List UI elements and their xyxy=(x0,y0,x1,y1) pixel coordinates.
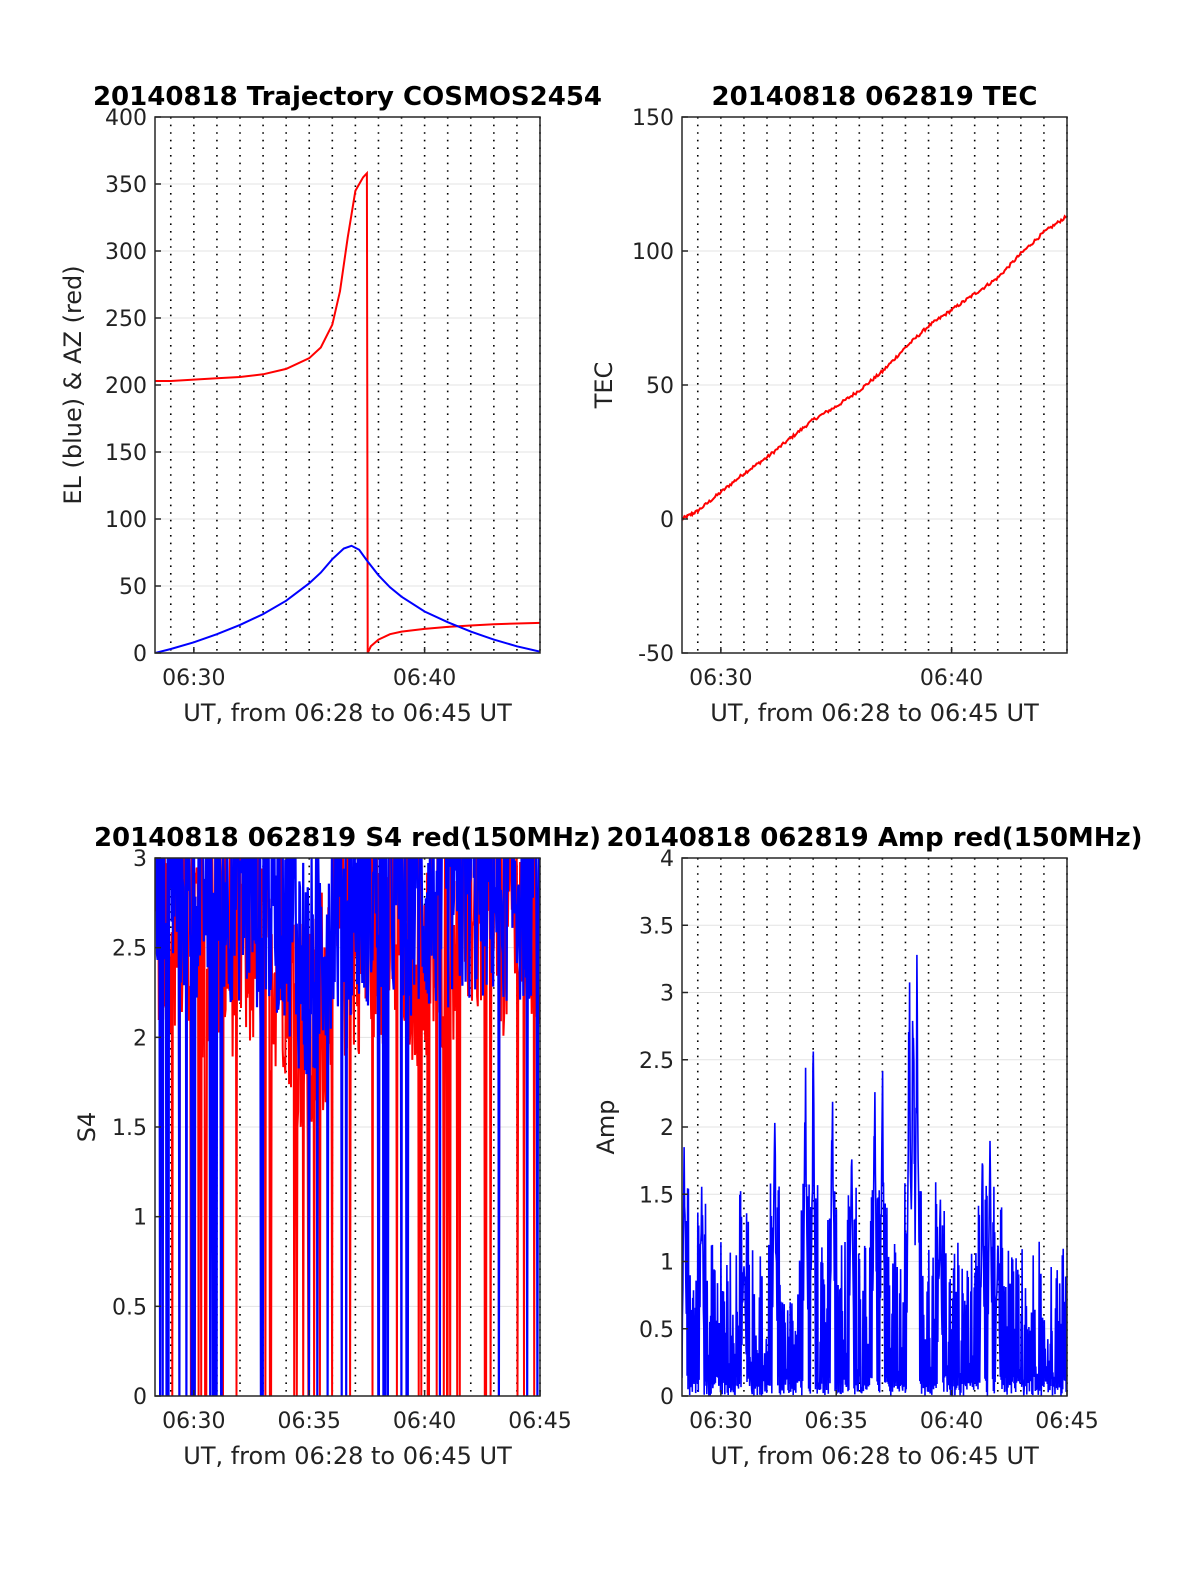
y-tick-label: 200 xyxy=(105,374,147,399)
panel-s4: 0 0.5 1 1.5 2 2.5 3 06:30 06:35 06:40 06:45 2014081… xyxy=(73,823,601,1470)
chart-title: 20140818 062819 S4 red(150MHz) xyxy=(94,823,601,853)
x-tick-label: 06:30 xyxy=(689,1409,752,1434)
plot-area-s4 xyxy=(155,858,540,1396)
y-tick-label: 0.5 xyxy=(112,1295,147,1320)
x-tick-label: 06:45 xyxy=(508,1409,571,1434)
plot-area-trajectory xyxy=(155,170,540,653)
chart-title: 20140818 062819 TEC xyxy=(712,82,1038,112)
y-tick-label: 0 xyxy=(133,642,147,667)
y-tick-label: 50 xyxy=(119,575,147,600)
panel-tec: -50 0 50 100 150 06:30 06:40 20140818 062819 TE… xyxy=(590,82,1068,727)
x-tick-label: 06:40 xyxy=(393,666,456,691)
y-tick-label: -50 xyxy=(638,642,674,667)
y-tick-label: 3 xyxy=(133,847,147,872)
y-tick-label: 3.5 xyxy=(639,914,674,939)
plot-area-tec xyxy=(682,214,1067,521)
x-tick-label: 06:40 xyxy=(920,1409,983,1434)
series-trajectory-0 xyxy=(155,170,540,653)
y-tick-label: 300 xyxy=(105,240,147,265)
x-axis-label: UT, from 06:28 to 06:45 UT xyxy=(183,699,512,727)
x-tick-label: 06:35 xyxy=(805,1409,868,1434)
y-tick-label: 150 xyxy=(105,441,147,466)
y-tick-label: 2 xyxy=(660,1116,674,1141)
plot-area-amp xyxy=(682,954,1067,1396)
y-tick-label: 2.5 xyxy=(112,937,147,962)
y-tick-label: 4 xyxy=(660,847,674,872)
y-tick-label: 2.5 xyxy=(639,1049,674,1074)
x-tick-label: 06:45 xyxy=(1035,1409,1098,1434)
y-tick-label: 400 xyxy=(105,106,147,131)
x-tick-label: 06:30 xyxy=(162,1409,225,1434)
y-axis-label: Amp xyxy=(592,1099,620,1154)
y-tick-label: 0.5 xyxy=(639,1318,674,1343)
x-tick-label: 06:30 xyxy=(162,666,225,691)
y-tick-label: 50 xyxy=(646,374,674,399)
y-tick-label: 250 xyxy=(105,307,147,332)
y-tick-label: 100 xyxy=(105,508,147,533)
panel-amp: 0 0.5 1 1.5 2 2.5 3 3.5 4 06:30 06:35 06:40 06:45 201… xyxy=(592,823,1143,1470)
y-tick-label: 2 xyxy=(133,1026,147,1051)
panel-trajectory: 0 50 100 150 200 250 300 350 400 06:30 06:40 201408… xyxy=(59,82,602,727)
chart-title: 20140818 Trajectory COSMOS2454 xyxy=(93,82,602,112)
y-tick-label: 0 xyxy=(133,1385,147,1410)
y-tick-label: 1.5 xyxy=(639,1183,674,1208)
y-tick-label: 3 xyxy=(660,982,674,1007)
y-tick-label: 150 xyxy=(632,106,674,131)
x-axis-label: UT, from 06:28 to 06:45 UT xyxy=(183,1442,512,1470)
y-axis-label: EL (blue) & AZ (red) xyxy=(59,265,87,504)
x-axis-label: UT, from 06:28 to 06:45 UT xyxy=(710,1442,1039,1470)
y-tick-label: 1 xyxy=(133,1206,147,1231)
x-tick-label: 06:40 xyxy=(393,1409,456,1434)
y-axis-label: S4 xyxy=(73,1112,101,1143)
y-tick-label: 1.5 xyxy=(112,1116,147,1141)
chart-title: 20140818 062819 Amp red(150MHz) xyxy=(606,823,1142,853)
series-trajectory-1 xyxy=(155,544,540,653)
x-tick-label: 06:40 xyxy=(920,666,983,691)
x-tick-label: 06:30 xyxy=(689,666,752,691)
y-tick-label: 350 xyxy=(105,173,147,198)
x-axis-label: UT, from 06:28 to 06:45 UT xyxy=(710,699,1039,727)
x-tick-label: 06:35 xyxy=(278,1409,341,1434)
y-tick-label: 0 xyxy=(660,1385,674,1410)
series-s4-1 xyxy=(155,858,540,1396)
series-amp-0 xyxy=(682,954,1067,1396)
series-tec-0 xyxy=(682,214,1067,521)
y-tick-label: 100 xyxy=(632,240,674,265)
y-axis-label: TEC xyxy=(590,362,618,410)
y-tick-label: 0 xyxy=(660,508,674,533)
y-tick-label: 1 xyxy=(660,1251,674,1276)
